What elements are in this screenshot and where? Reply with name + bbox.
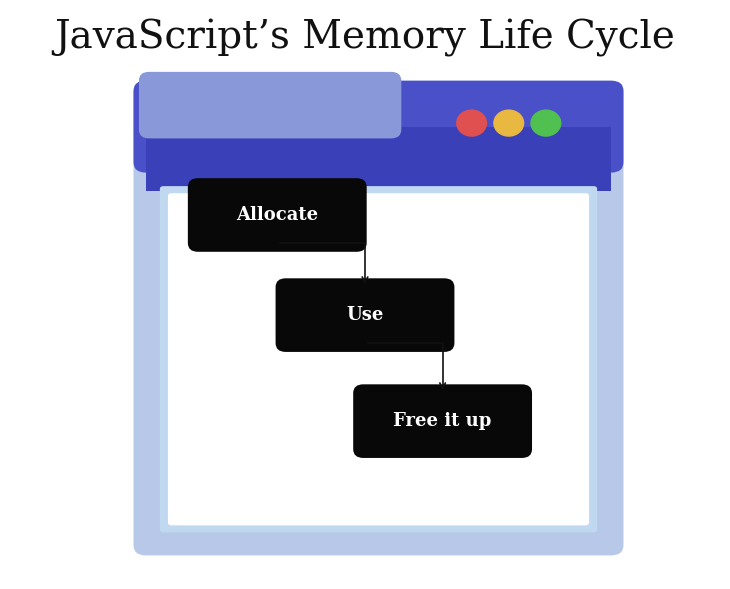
FancyBboxPatch shape	[188, 178, 366, 252]
Text: Free it up: Free it up	[393, 412, 492, 430]
Text: JavaScript’s Memory Life Cycle: JavaScript’s Memory Life Cycle	[55, 19, 675, 57]
FancyBboxPatch shape	[353, 385, 532, 458]
FancyBboxPatch shape	[134, 81, 623, 173]
FancyBboxPatch shape	[139, 72, 402, 138]
Circle shape	[531, 110, 561, 136]
Bar	[146, 127, 611, 162]
FancyBboxPatch shape	[160, 186, 597, 532]
Text: Allocate: Allocate	[237, 206, 318, 224]
FancyBboxPatch shape	[134, 81, 623, 555]
Bar	[149, 111, 391, 130]
Bar	[146, 127, 611, 191]
Circle shape	[457, 110, 486, 136]
FancyBboxPatch shape	[276, 279, 454, 352]
Circle shape	[494, 110, 523, 136]
Text: Use: Use	[346, 306, 384, 324]
FancyBboxPatch shape	[168, 193, 589, 525]
